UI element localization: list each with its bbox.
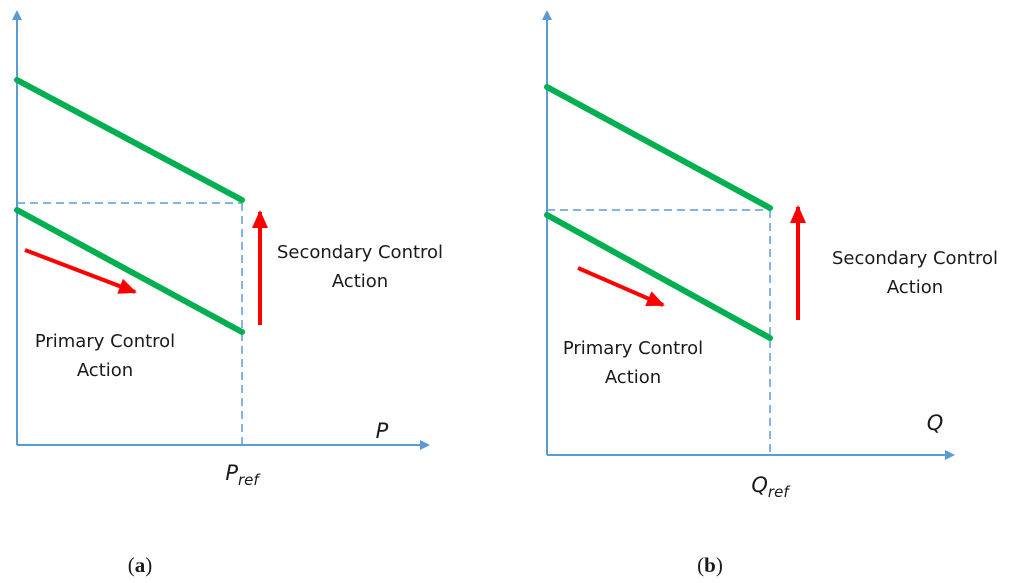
caption-part: (: [128, 553, 135, 577]
primary-label: Action: [77, 360, 133, 381]
caption: (a): [128, 553, 153, 577]
droop-line: [14, 77, 245, 203]
ref-sub: ref: [768, 483, 791, 501]
axis-label: P: [376, 419, 389, 443]
primary-arrow: [577, 266, 665, 307]
panel: Secondary Control Primary Control Action Ac…: [542, 10, 998, 577]
primary-label: Primary Control: [563, 338, 703, 359]
ref-sub: ref: [238, 471, 261, 489]
secondary-label: Secondary Control: [832, 248, 998, 269]
droop-line: [14, 207, 245, 335]
secondary-label: Action: [332, 271, 388, 292]
panel: Secondary Control Primary Control Action Ac…: [12, 10, 443, 577]
caption-part: (: [697, 553, 704, 577]
caption: (b): [697, 553, 723, 577]
primary-arrow: [24, 248, 137, 294]
caption-part: ): [145, 553, 152, 577]
primary-label: Primary Control: [35, 331, 175, 352]
ref-main: Q: [751, 473, 768, 497]
caption-part: b: [704, 553, 716, 577]
primary-label: Action: [605, 367, 661, 388]
secondary-label: Secondary Control: [277, 242, 443, 263]
caption-part: a: [135, 553, 146, 577]
ref-label: Pref: [225, 461, 261, 489]
ref-label: Qref: [751, 473, 791, 501]
droop-line: [544, 212, 773, 341]
axis-label: Q: [927, 411, 944, 435]
ref-main: P: [225, 461, 238, 485]
droop-line: [544, 84, 773, 211]
secondary-label: Action: [887, 277, 943, 298]
caption-part: ): [716, 553, 723, 577]
